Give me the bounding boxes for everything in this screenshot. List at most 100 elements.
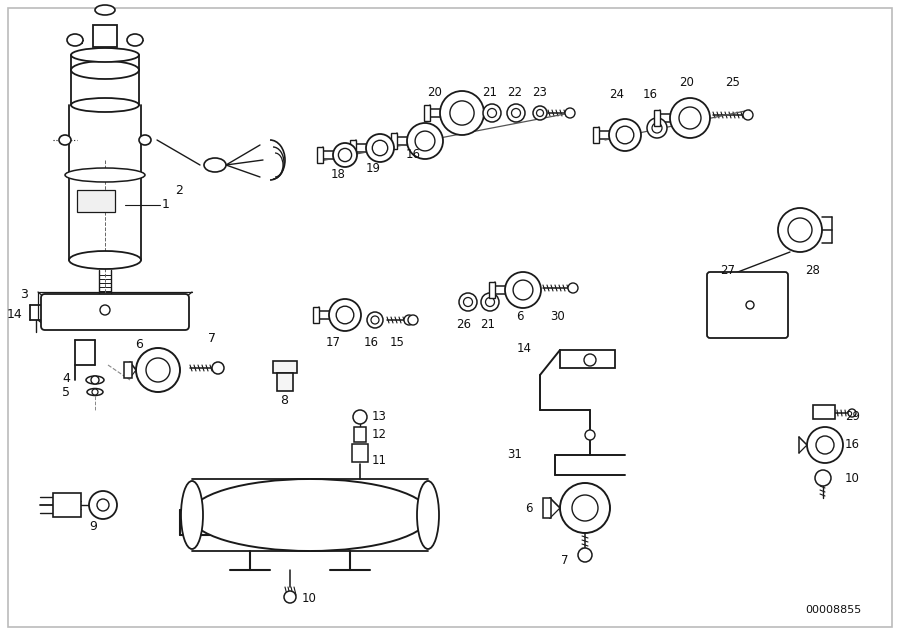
Text: 12: 12: [372, 429, 387, 441]
Circle shape: [609, 119, 641, 151]
Circle shape: [746, 301, 754, 309]
Circle shape: [585, 430, 595, 440]
Circle shape: [743, 110, 753, 120]
Circle shape: [483, 104, 501, 122]
Ellipse shape: [417, 481, 439, 549]
Bar: [352, 444, 368, 462]
Circle shape: [136, 348, 180, 392]
Circle shape: [578, 548, 592, 562]
Text: 26: 26: [456, 318, 472, 330]
Circle shape: [584, 354, 596, 366]
Circle shape: [788, 218, 812, 242]
Circle shape: [815, 470, 831, 486]
Text: 30: 30: [551, 309, 565, 323]
Circle shape: [511, 109, 520, 117]
Bar: [391, 133, 397, 149]
Circle shape: [353, 410, 367, 424]
Text: 14: 14: [517, 342, 532, 354]
Ellipse shape: [86, 376, 104, 384]
Text: 21: 21: [481, 318, 496, 330]
Text: 15: 15: [390, 337, 404, 349]
Text: 16: 16: [406, 149, 420, 161]
Circle shape: [404, 315, 414, 325]
Circle shape: [91, 376, 99, 384]
Circle shape: [485, 298, 494, 307]
Bar: [593, 127, 599, 143]
Circle shape: [100, 305, 110, 315]
Bar: [77, 190, 115, 212]
Text: 14: 14: [6, 307, 22, 321]
Circle shape: [513, 280, 533, 300]
Circle shape: [146, 358, 170, 382]
Bar: [53, 493, 81, 517]
Circle shape: [533, 106, 547, 120]
Circle shape: [373, 140, 388, 156]
Circle shape: [407, 123, 443, 159]
Text: 20: 20: [680, 76, 695, 88]
Text: 20: 20: [428, 86, 443, 98]
Ellipse shape: [59, 135, 71, 145]
Circle shape: [565, 108, 575, 118]
Ellipse shape: [190, 479, 430, 551]
Circle shape: [848, 409, 856, 417]
Circle shape: [481, 293, 499, 311]
Circle shape: [92, 389, 98, 395]
Text: 7: 7: [208, 331, 216, 345]
Circle shape: [450, 101, 474, 125]
Circle shape: [816, 436, 834, 454]
Circle shape: [507, 104, 525, 122]
Ellipse shape: [204, 158, 226, 172]
Text: 28: 28: [805, 264, 820, 276]
Bar: [317, 147, 323, 163]
Text: 9: 9: [89, 521, 97, 533]
Text: 21: 21: [482, 86, 498, 98]
Ellipse shape: [65, 168, 145, 182]
Circle shape: [337, 306, 354, 324]
Bar: [313, 307, 319, 323]
Circle shape: [560, 483, 610, 533]
Bar: [277, 373, 293, 391]
Text: 6: 6: [135, 338, 143, 352]
Circle shape: [338, 149, 352, 161]
Text: 1: 1: [162, 199, 170, 211]
Circle shape: [778, 208, 822, 252]
Text: 11: 11: [372, 455, 387, 467]
Circle shape: [366, 134, 394, 162]
Circle shape: [505, 272, 541, 308]
Ellipse shape: [95, 5, 115, 15]
Text: 29: 29: [845, 410, 860, 424]
Text: 10: 10: [845, 472, 859, 485]
Circle shape: [212, 362, 224, 374]
Circle shape: [97, 499, 109, 511]
Text: 5: 5: [62, 385, 70, 399]
Circle shape: [670, 98, 710, 138]
Circle shape: [488, 109, 497, 117]
Text: 17: 17: [326, 337, 340, 349]
Circle shape: [459, 293, 477, 311]
FancyBboxPatch shape: [41, 294, 189, 330]
Ellipse shape: [127, 34, 143, 46]
Bar: [654, 110, 660, 126]
Text: 4: 4: [62, 371, 70, 385]
Circle shape: [371, 316, 379, 324]
Text: 24: 24: [609, 88, 625, 102]
Text: 22: 22: [508, 86, 523, 98]
Ellipse shape: [67, 34, 83, 46]
Bar: [124, 362, 132, 378]
FancyBboxPatch shape: [707, 272, 788, 338]
Text: 00008855: 00008855: [805, 605, 861, 615]
Bar: [813, 405, 835, 419]
Circle shape: [536, 109, 544, 116]
Circle shape: [333, 143, 357, 167]
Ellipse shape: [87, 389, 103, 396]
Bar: [543, 498, 551, 518]
Circle shape: [647, 118, 667, 138]
Text: 6: 6: [517, 309, 524, 323]
Text: 6: 6: [526, 502, 533, 514]
Circle shape: [284, 591, 296, 603]
Circle shape: [568, 283, 578, 293]
Bar: [354, 427, 366, 442]
Bar: [350, 140, 356, 156]
Circle shape: [679, 107, 701, 129]
Bar: [489, 282, 495, 298]
